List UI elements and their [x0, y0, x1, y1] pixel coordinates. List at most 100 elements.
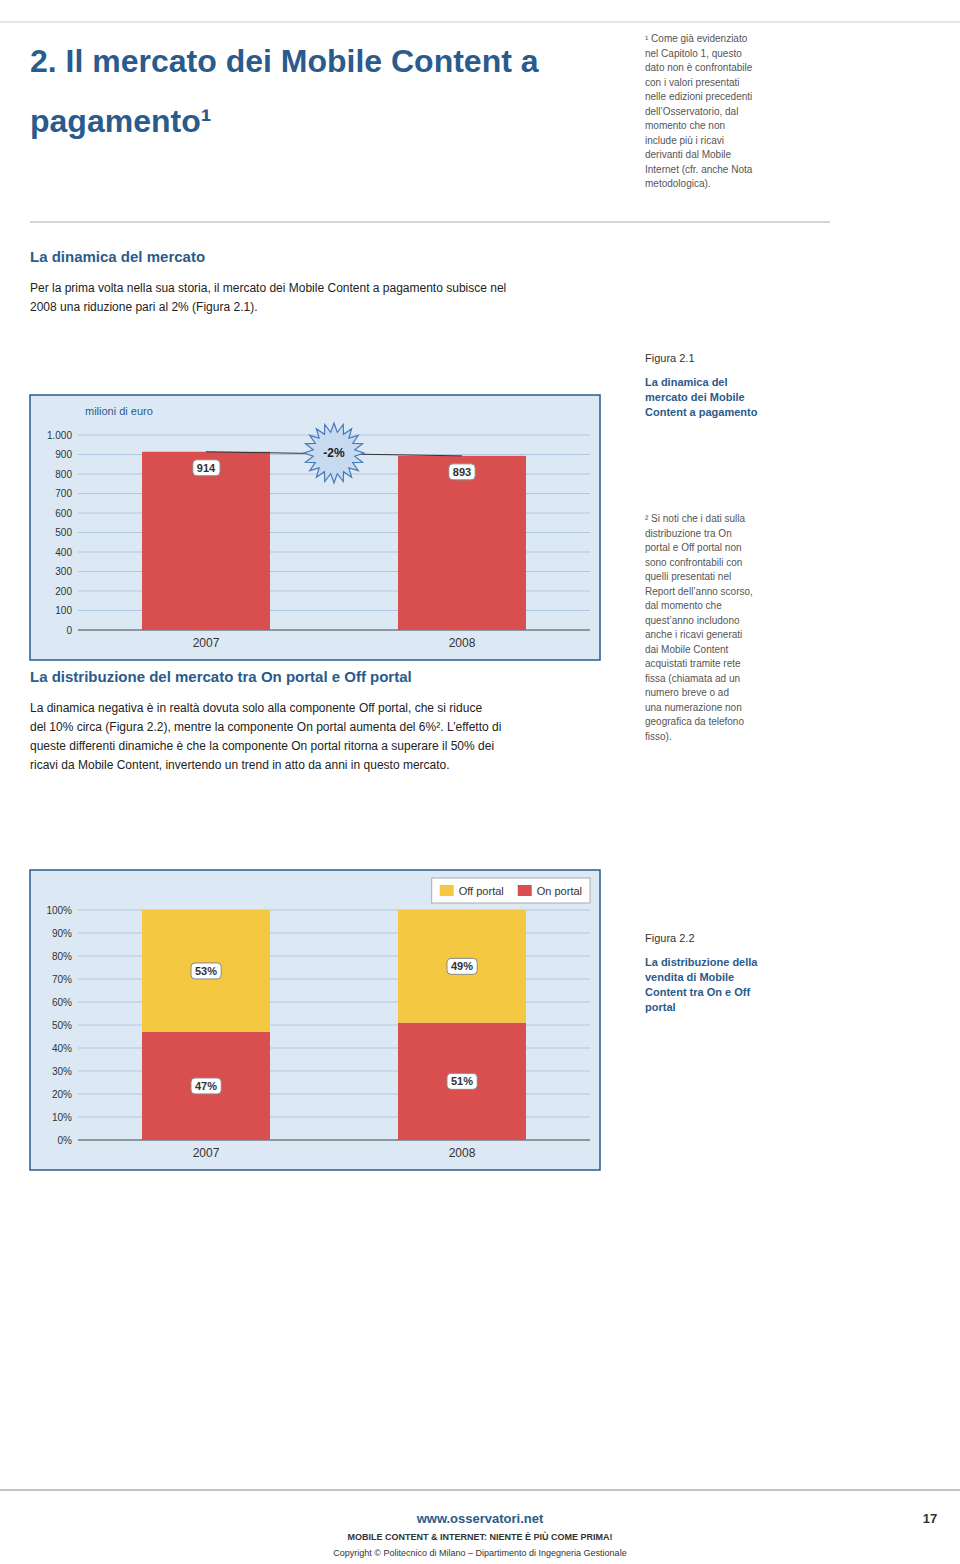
data-label-text: 53% [195, 965, 217, 977]
y-tick-label: 100 [55, 605, 72, 616]
y-tick-label: 500 [55, 527, 72, 538]
footnote-line: dell’Osservatorio, dal [645, 106, 738, 117]
section-body-line: ricavi da Mobile Content, invertendo un … [30, 758, 450, 772]
data-label-box [191, 963, 221, 979]
y-tick-label: 70% [52, 974, 72, 985]
bar [398, 456, 526, 630]
section-body: Per la prima volta nella sua storia, il … [30, 281, 506, 314]
y-tick-label: 100% [46, 905, 72, 916]
data-label-text: 51% [451, 1075, 473, 1087]
y-tick-label: 40% [52, 1043, 72, 1054]
footnote-line: sono confrontabili con [645, 557, 742, 568]
footnote-line: derivanti dal Mobile [645, 149, 732, 160]
data-label-text: 914 [197, 462, 216, 474]
bar [142, 452, 270, 630]
data-label: 51% [447, 1073, 477, 1089]
footnote-line: fissa (chiamata ad un [645, 673, 740, 684]
footnote-line: quest’anno includono [645, 615, 740, 626]
annotation-badge [304, 423, 364, 483]
footnote-line: ² Si noti che i dati sulla [645, 513, 745, 524]
footnote-line: anche i ricavi generati [645, 629, 742, 640]
chart-subtitle-line: portal [645, 1001, 676, 1013]
x-tick-label: 2008 [449, 1146, 476, 1160]
footnote-line: metodologica). [645, 178, 711, 189]
footnote-line: dato non è confrontabile [645, 62, 753, 73]
data-label-text: 49% [451, 960, 473, 972]
section-body-line: La dinamica negativa è in realtà dovuta … [30, 701, 482, 715]
legend: Off portalOn portal [432, 878, 590, 903]
y-tick-label: 80% [52, 951, 72, 962]
footnote-line: Internet (cfr. anche Nota [645, 164, 753, 175]
y-tick-label: 900 [55, 449, 72, 460]
legend-frame [432, 878, 590, 903]
data-label-box [193, 460, 220, 476]
chart-subtitle-line: Content a pagamento [645, 406, 758, 418]
data-label: 53% [191, 963, 221, 979]
x-tick-label: 2007 [193, 636, 220, 650]
chart-subtitle: La dinamica delmercato dei MobileContent… [645, 376, 758, 418]
footnote-line: nelle edizioni precedenti [645, 91, 752, 102]
section-body-line: del 10% circa (Figura 2.2), mentre la co… [30, 720, 501, 734]
footnote-line: portal e Off portal non [645, 542, 742, 553]
footnote-line: nel Capitolo 1, questo [645, 48, 742, 59]
footnote-line: geografica da telefono [645, 716, 744, 727]
data-label-box [449, 464, 475, 480]
footnote-line: dai Mobile Content [645, 644, 729, 655]
footnote-line: dal momento che [645, 600, 722, 611]
footnote-line: fisso). [645, 731, 672, 742]
chart-title: Figura 2.2 [645, 932, 695, 944]
footnote-line: momento che non [645, 120, 725, 131]
footnote-line: con i valori presentati [645, 77, 740, 88]
chart-subtitle-line: La distribuzione della [645, 956, 758, 968]
footnote-line: acquistati tramite rete [645, 658, 741, 669]
top-rule [0, 22, 960, 23]
y-tick-label: 0% [58, 1135, 73, 1146]
data-label-box [447, 1073, 477, 1089]
page: 2. Il mercato dei Mobile Content a pagame… [0, 0, 960, 1564]
footer-website: www.osservatori.net [416, 1511, 544, 1526]
separator [30, 222, 830, 223]
bar-segment [398, 910, 526, 1023]
y-tick-label: 10% [52, 1112, 72, 1123]
marks [142, 910, 526, 1140]
legend-label: On portal [537, 885, 582, 897]
chart-title: Figura 2.1 [645, 352, 695, 364]
data-label-box [191, 1078, 221, 1094]
x-tick-label: 2008 [449, 636, 476, 650]
footnote-line: una numerazione non [645, 702, 742, 713]
legend-swatch [440, 885, 454, 896]
y-tick-label: 1.000 [47, 430, 72, 441]
y-tick-label: 30% [52, 1066, 72, 1077]
chart-subtitle: La distribuzione della vendita di Mobile C… [645, 956, 758, 1013]
chart-subtitle-line: vendita di Mobile [645, 971, 734, 983]
y-tick-label: 300 [55, 566, 72, 577]
y-axis-label: milioni di euro [85, 405, 153, 417]
footer-line: Copyright © Politecnico di Milano – Dipa… [333, 1548, 626, 1558]
bar-segment [142, 1032, 270, 1140]
footnote-line: distribuzione tra On [645, 528, 732, 539]
y-tick-label: 0 [66, 625, 72, 636]
legend-swatch [518, 885, 532, 896]
y-tick-label: 200 [55, 586, 72, 597]
page-number: 17 [923, 1511, 937, 1526]
footer-line: MOBILE CONTENT & INTERNET: NIENTE È PIÙ … [347, 1531, 612, 1542]
footer-rule [0, 1490, 960, 1491]
bar-segment [142, 910, 270, 1032]
page-title: 2. Il mercato dei Mobile Content a [30, 43, 539, 79]
y-tick-label: 20% [52, 1089, 72, 1100]
data-label-text: 47% [195, 1080, 217, 1092]
bar-segment [398, 1023, 526, 1140]
footnote-line: ¹ Come già evidenziato [645, 33, 748, 44]
chart-box [30, 395, 600, 660]
footnote-line: numero breve o ad [645, 687, 729, 698]
section-body-line: Per la prima volta nella sua storia, il … [30, 281, 506, 295]
annotation: -2% [323, 446, 345, 460]
footnote: ² Si noti che i dati sulla distribuzione … [645, 513, 753, 742]
chart-subtitle-line: Content tra On e Off [645, 986, 750, 998]
page-title: pagamento¹ [30, 103, 211, 139]
y-tick-label: 400 [55, 547, 72, 558]
section-body-line: queste differenti dinamiche è che la com… [30, 739, 494, 753]
data-label-text: 893 [453, 466, 471, 478]
footnote-line: include più i ricavi [645, 135, 724, 146]
y-tick-label: 60% [52, 997, 72, 1008]
